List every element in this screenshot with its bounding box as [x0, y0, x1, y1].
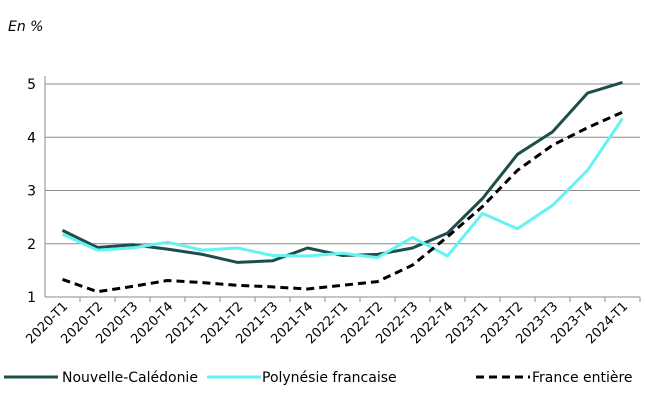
- legend-label-0: Nouvelle-Calédonie: [62, 370, 198, 386]
- y-axis-ticks: 1 2 3 4 5: [27, 77, 36, 306]
- series-line-0: [61, 80, 623, 264]
- y-tick-label: 1: [27, 290, 36, 306]
- y-tick-label: 2: [27, 237, 36, 253]
- legend-label-2: France entière: [532, 370, 633, 386]
- y-tick-label: 5: [27, 77, 36, 93]
- legend-label-1: Polynésie francaise: [262, 370, 397, 386]
- gridlines: [45, 83, 640, 245]
- series-line-2: [62, 110, 624, 294]
- unit-label: En %: [8, 19, 43, 35]
- series-lines: [61, 80, 624, 294]
- series-line-1: [61, 117, 624, 260]
- y-tick-label: 3: [27, 184, 36, 200]
- axes: [44, 76, 640, 298]
- legend: Nouvelle-Calédonie Polynésie francaise Fra…: [4, 370, 633, 386]
- y-tick-label: 4: [27, 130, 36, 146]
- x-axis-ticks: 2020-T12020-T22020-T32020-T42021-T12021-…: [23, 297, 641, 347]
